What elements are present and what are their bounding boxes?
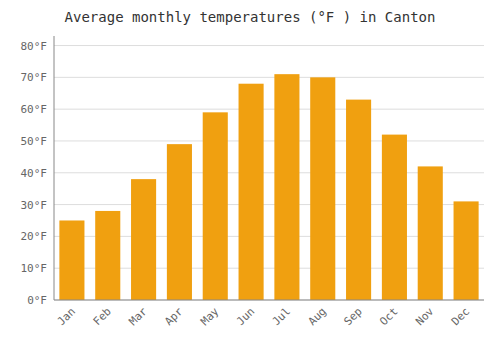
y-tick-label: 80°F [21,40,48,53]
y-tick-labels: 0°F 10°F 20°F 30°F 40°F 50°F 60°F 70°F 80°F [21,40,48,307]
y-tick-label: 40°F [21,167,48,180]
x-tick-label: Jan [55,305,78,328]
grid-line [54,109,484,110]
y-tick-label: 70°F [21,71,48,84]
y-tick-label: 60°F [21,103,48,116]
title: Average monthly temperatures (°F ) in Ca… [65,9,436,25]
x-tick-label: Nov [413,305,437,329]
x-tick-label: Aug [306,305,329,328]
x-tick-label: Sep [341,305,364,328]
y-axis-line [54,36,55,300]
y-tick-label: 10°F [21,262,48,275]
bar [203,112,228,300]
x-tick-label: Dec [449,305,472,328]
bar [59,220,84,300]
bar [274,74,299,300]
x-tick-label: Feb [91,305,114,328]
bar [310,77,335,300]
chart: Average monthly temperatures (°F ) in Ca… [0,0,500,350]
bar [167,144,192,300]
bar [454,201,479,300]
bar [131,179,156,300]
x-tick-label: Apr [162,305,186,329]
bars [59,74,478,300]
x-tick-label: Oct [377,305,400,328]
grid-line [54,77,484,78]
chart-container: Average monthly temperatures (°F ) in Ca… [0,0,500,350]
grid-line [54,300,484,301]
bar [239,84,264,300]
x-tick-label: Mar [126,305,150,329]
x-tick-label: Jun [234,305,257,328]
y-grid [54,46,484,300]
x-axis-line [54,300,484,301]
bar [382,135,407,300]
grid-line [54,140,484,141]
bar [95,211,120,300]
x-tick-label: Jul [270,305,293,328]
y-tick-label: 0°F [27,294,47,307]
bar [418,166,443,300]
y-tick-label: 50°F [21,135,48,148]
y-tick-label: 20°F [21,230,48,243]
x-tick-label: May [198,305,222,329]
bar [346,100,371,300]
y-tick-label: 30°F [21,199,48,212]
grid-line [54,45,484,46]
x-tick-labels: Jan Feb Mar Apr May Jun Jul Aug Sep Oct Nov Dec [55,305,472,329]
